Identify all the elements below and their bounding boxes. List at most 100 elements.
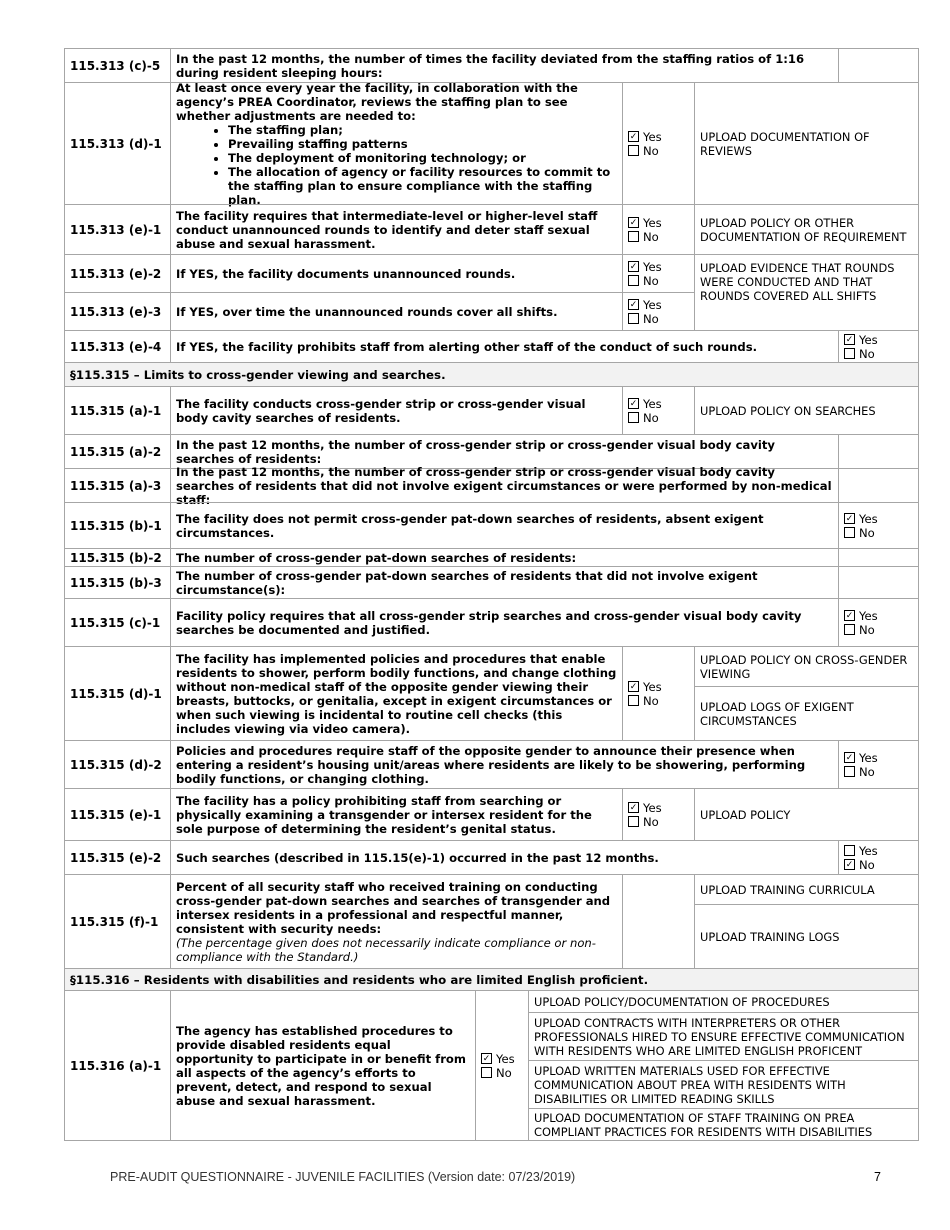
requirement-id: 115.315 (f)-1 xyxy=(64,874,171,969)
checked-box-icon[interactable]: ✓ xyxy=(844,752,855,763)
checked-box-icon[interactable]: ✓ xyxy=(628,261,639,272)
question-text: The facility does not permit cross-gende… xyxy=(176,511,764,540)
yes-checkbox-option[interactable]: ✓ Yes xyxy=(628,397,662,411)
no-label: No xyxy=(496,1065,512,1080)
no-checkbox-option[interactable]: No xyxy=(844,623,875,637)
unchecked-box-icon[interactable] xyxy=(628,231,639,242)
yes-no-answer[interactable]: ✓ Yes No xyxy=(838,598,919,647)
checked-box-icon[interactable]: ✓ xyxy=(481,1053,492,1064)
no-checkbox-option[interactable]: No xyxy=(628,274,659,288)
requirement-id-text: 115.315 (d)-1 xyxy=(70,686,162,701)
requirement-id-text: 115.315 (b)-1 xyxy=(70,518,162,533)
yes-checkbox-option[interactable]: ✓ Yes xyxy=(628,801,662,815)
answer-input[interactable] xyxy=(838,566,919,599)
yes-checkbox-option[interactable]: ✓ Yes xyxy=(628,216,662,230)
question-cell: In the past 12 months, the number of cro… xyxy=(170,465,839,507)
checked-box-icon[interactable]: ✓ xyxy=(628,131,639,142)
page-number: 7 xyxy=(874,1170,881,1184)
yes-no-answer[interactable]: ✓ Yes No xyxy=(838,502,919,549)
yes-checkbox-option[interactable]: ✓ Yes xyxy=(844,333,878,347)
answer-input[interactable] xyxy=(838,548,919,567)
yes-checkbox-option[interactable]: ✓ Yes xyxy=(628,260,662,274)
checked-box-icon[interactable]: ✓ xyxy=(628,802,639,813)
unchecked-box-icon[interactable] xyxy=(628,275,639,286)
no-checkbox-option[interactable]: ✓ No xyxy=(844,858,875,872)
upload-link[interactable]: UPLOAD POLICY OR OTHER DOCUMENTATION OF … xyxy=(694,204,919,255)
checked-box-icon[interactable]: ✓ xyxy=(844,334,855,345)
yes-no-answer[interactable]: ✓ Yes No xyxy=(622,254,695,293)
question-cell: If YES, over time the unannounced rounds… xyxy=(170,292,623,331)
checked-box-icon[interactable]: ✓ xyxy=(628,217,639,228)
unchecked-box-icon[interactable] xyxy=(844,527,855,538)
unchecked-box-icon[interactable] xyxy=(628,412,639,423)
yes-checkbox-option[interactable]: ✓ Yes xyxy=(844,751,878,765)
checked-box-icon[interactable]: ✓ xyxy=(844,513,855,524)
no-checkbox-option[interactable]: No xyxy=(628,230,659,244)
yes-checkbox-option[interactable]: ✓ Yes xyxy=(844,512,878,526)
unchecked-box-icon[interactable] xyxy=(628,816,639,827)
yes-label: Yes xyxy=(859,608,878,623)
yes-checkbox-option[interactable]: ✓ Yes xyxy=(628,298,662,312)
no-checkbox-option[interactable]: No xyxy=(481,1066,512,1080)
checked-box-icon[interactable]: ✓ xyxy=(628,681,639,692)
no-checkbox-option[interactable]: No xyxy=(844,765,875,779)
unchecked-box-icon[interactable] xyxy=(481,1067,492,1078)
requirement-id-text: 115.315 (f)-1 xyxy=(70,914,159,929)
upload-link[interactable]: UPLOAD POLICY ON CROSS-GENDER VIEWING xyxy=(694,646,919,687)
yes-checkbox-option[interactable]: Yes xyxy=(844,844,878,858)
requirement-id-text: 115.313 (e)-4 xyxy=(70,339,162,354)
yes-no-answer[interactable]: ✓ Yes No xyxy=(475,990,529,1141)
no-checkbox-option[interactable]: No xyxy=(628,694,659,708)
checked-box-icon[interactable]: ✓ xyxy=(628,299,639,310)
yes-label: Yes xyxy=(859,750,878,765)
checked-box-icon[interactable]: ✓ xyxy=(844,859,855,870)
upload-link[interactable]: UPLOAD LOGS OF EXIGENT CIRCUMSTANCES xyxy=(694,686,919,741)
checked-box-icon[interactable]: ✓ xyxy=(844,610,855,621)
no-checkbox-option[interactable]: No xyxy=(628,815,659,829)
unchecked-box-icon[interactable] xyxy=(628,313,639,324)
unchecked-box-icon[interactable] xyxy=(844,348,855,359)
yes-checkbox-option[interactable]: ✓ Yes xyxy=(481,1052,515,1066)
checked-box-icon[interactable]: ✓ xyxy=(628,398,639,409)
upload-link[interactable]: UPLOAD CONTRACTS WITH INTERPRETERS OR OT… xyxy=(528,1012,919,1061)
upload-link[interactable]: UPLOAD POLICY/DOCUMENTATION OF PROCEDURE… xyxy=(528,990,919,1013)
yes-label: Yes xyxy=(859,843,878,858)
no-checkbox-option[interactable]: No xyxy=(628,144,659,158)
yes-no-answer[interactable]: ✓ Yes No xyxy=(622,204,695,255)
yes-no-answer[interactable]: ✓ Yes No xyxy=(838,330,919,363)
yes-no-answer[interactable] xyxy=(622,874,695,969)
yes-no-answer[interactable]: ✓ Yes No xyxy=(622,386,695,435)
upload-link[interactable]: UPLOAD DOCUMENTATION OF STAFF TRAINING O… xyxy=(528,1108,919,1141)
upload-label: UPLOAD POLICY ON SEARCHES xyxy=(700,403,876,418)
no-checkbox-option[interactable]: No xyxy=(628,312,659,326)
upload-link[interactable]: UPLOAD DOCUMENTATION OF REVIEWS xyxy=(694,82,919,205)
unchecked-box-icon[interactable] xyxy=(844,624,855,635)
question-cell: The facility requires that intermediate-… xyxy=(170,204,623,255)
yes-checkbox-option[interactable]: ✓ Yes xyxy=(628,680,662,694)
no-label: No xyxy=(643,143,659,158)
no-checkbox-option[interactable]: No xyxy=(844,347,875,361)
yes-no-answer[interactable]: ✓ Yes No xyxy=(622,292,695,331)
yes-no-answer[interactable]: ✓ Yes No xyxy=(622,82,695,205)
upload-link[interactable]: UPLOAD TRAINING CURRICULA xyxy=(694,874,919,905)
upload-link[interactable]: UPLOAD WRITTEN MATERIALS USED FOR EFFECT… xyxy=(528,1060,919,1109)
yes-checkbox-option[interactable]: ✓ Yes xyxy=(628,130,662,144)
yes-no-answer[interactable]: ✓ Yes No xyxy=(838,740,919,789)
yes-checkbox-option[interactable]: ✓ Yes xyxy=(844,609,878,623)
unchecked-box-icon[interactable] xyxy=(844,845,855,856)
no-checkbox-option[interactable]: No xyxy=(628,411,659,425)
answer-input[interactable] xyxy=(838,434,919,469)
upload-link[interactable]: UPLOAD POLICY ON SEARCHES xyxy=(694,386,919,435)
upload-link[interactable]: UPLOAD TRAINING LOGS xyxy=(694,904,919,969)
yes-no-answer[interactable]: ✓ Yes No xyxy=(622,646,695,741)
unchecked-box-icon[interactable] xyxy=(628,695,639,706)
yes-no-answer[interactable]: Yes ✓ No xyxy=(838,840,919,875)
answer-input[interactable] xyxy=(838,468,919,503)
upload-link[interactable]: UPLOAD POLICY xyxy=(694,788,919,841)
no-checkbox-option[interactable]: No xyxy=(844,526,875,540)
yes-no-answer[interactable]: ✓ Yes No xyxy=(622,788,695,841)
answer-input[interactable] xyxy=(838,48,919,83)
unchecked-box-icon[interactable] xyxy=(844,766,855,777)
upload-link[interactable]: UPLOAD EVIDENCE THAT ROUNDS WERE CONDUCT… xyxy=(694,254,919,331)
unchecked-box-icon[interactable] xyxy=(628,145,639,156)
